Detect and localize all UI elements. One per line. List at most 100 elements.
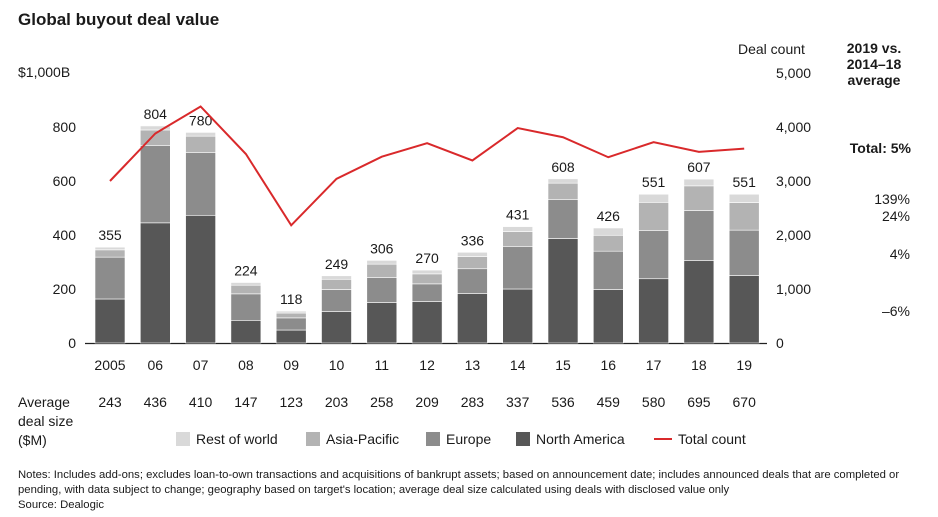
x-tick-label: 11 xyxy=(375,357,390,373)
legend-item-rest-of-world: Rest of world xyxy=(176,431,278,447)
bar-total-label: 431 xyxy=(506,207,530,223)
legend-item-europe: Europe xyxy=(426,431,491,447)
bar-north-america xyxy=(683,260,715,344)
right-axis-label: Deal count xyxy=(738,41,805,57)
bar-europe xyxy=(592,250,624,290)
x-tick-label: 2005 xyxy=(94,357,125,373)
bar-total-label: 804 xyxy=(144,106,168,122)
x-tick-label: 10 xyxy=(329,357,345,373)
bar-total-label: 270 xyxy=(415,250,439,266)
bar-asia-pacific xyxy=(547,182,579,200)
comparison-header-line: 2019 vs. xyxy=(846,40,902,56)
x-tick-label: 19 xyxy=(736,357,752,373)
bar-europe xyxy=(94,256,126,300)
bar-europe xyxy=(321,289,352,312)
bar-rest-of-world xyxy=(411,269,443,275)
x-tick-label: 13 xyxy=(465,357,481,373)
bar-asia-pacific xyxy=(638,202,669,231)
bar-asia-pacific xyxy=(94,249,126,258)
bar-rest-of-world xyxy=(728,193,760,203)
bar-asia-pacific xyxy=(502,231,534,247)
bar-total-label: 224 xyxy=(234,263,258,279)
right-tick-label: 5,000 xyxy=(776,65,811,81)
avg-deal-size-value: 695 xyxy=(687,394,711,410)
avg-label-line: deal size xyxy=(18,413,74,429)
legend-item-total-count: Total count xyxy=(654,431,746,447)
bar-total-label: 355 xyxy=(98,227,122,243)
bar-rest-of-world xyxy=(457,251,488,257)
bar-europe xyxy=(366,277,398,303)
bar-rest-of-world xyxy=(683,178,715,187)
avg-deal-size-value: 459 xyxy=(597,394,621,410)
bar-rest-of-world xyxy=(321,275,352,280)
left-tick-label: 200 xyxy=(53,281,77,297)
bar-asia-pacific xyxy=(411,273,443,285)
legend-line-swatch xyxy=(654,438,672,440)
comparison-europe: 4% xyxy=(889,246,910,262)
comparison-header-line: 2014–18 xyxy=(846,56,902,72)
bar-asia-pacific xyxy=(366,263,398,278)
bar-total-label: 607 xyxy=(687,159,711,175)
avg-deal-size-value: 283 xyxy=(461,394,485,410)
avg-deal-size-value: 209 xyxy=(415,394,439,410)
bar-asia-pacific xyxy=(185,135,216,153)
bar-north-america xyxy=(638,278,669,344)
bar-europe xyxy=(728,229,760,276)
legend-swatch xyxy=(176,432,190,446)
left-tick-label: 600 xyxy=(53,173,77,189)
bar-rest-of-world xyxy=(502,226,534,232)
left-tick-label: 0 xyxy=(68,335,76,351)
right-tick-label: 1,000 xyxy=(776,281,811,297)
bar-rest-of-world xyxy=(592,227,624,236)
bar-europe xyxy=(683,210,715,261)
bar-north-america xyxy=(230,320,262,344)
bar-north-america xyxy=(547,238,579,344)
avg-deal-size-value: 243 xyxy=(98,394,122,410)
bar-total-label: 551 xyxy=(733,174,757,190)
x-tick-label: 18 xyxy=(691,357,707,373)
bar-north-america xyxy=(728,275,760,344)
bar-north-america xyxy=(411,301,443,344)
comparison-rest-of-world: 139% xyxy=(874,191,910,207)
x-tick-label: 17 xyxy=(646,357,662,373)
legend-swatch xyxy=(516,432,530,446)
bar-total-label: 306 xyxy=(370,240,394,256)
comparison-north-america: –6% xyxy=(881,303,910,319)
notes: Notes: Includes add-ons; excludes loan-t… xyxy=(18,468,923,513)
bar-north-america xyxy=(275,329,307,344)
bar-asia-pacific xyxy=(321,278,352,290)
avg-deal-size-value: 337 xyxy=(506,394,530,410)
bar-north-america xyxy=(94,298,126,344)
buyout-chart: 0 200 400 600 800 0 1,000 2,000 3,000 4,000 5,000 3… xyxy=(53,65,812,410)
x-tick-label: 16 xyxy=(601,357,617,373)
bar-europe xyxy=(502,246,534,290)
bar-total-label: 608 xyxy=(551,159,575,175)
legend-label: North America xyxy=(536,431,625,447)
bar-rest-of-world xyxy=(638,193,669,203)
chart-title: Global buyout deal value xyxy=(18,10,220,29)
comparison-total: Total: 5% xyxy=(849,140,911,156)
bar-total-label: 551 xyxy=(642,174,666,190)
avg-deal-size-value: 258 xyxy=(370,394,394,410)
bar-rest-of-world xyxy=(94,246,126,251)
bar-total-label: 780 xyxy=(189,112,213,128)
bar-north-america xyxy=(140,222,171,344)
bar-rest-of-world xyxy=(230,282,262,286)
bar-total-label: 249 xyxy=(325,256,349,272)
avg-deal-size-value: 203 xyxy=(325,394,349,410)
avg-label-line: ($M) xyxy=(18,432,47,448)
legend-item-asia-pacific: Asia-Pacific xyxy=(306,431,399,447)
x-tick-label: 09 xyxy=(283,357,299,373)
bar-europe xyxy=(140,145,171,224)
x-tick-label: 06 xyxy=(148,357,164,373)
left-axis-label: $1,000B xyxy=(18,64,71,80)
left-tick-label: 800 xyxy=(53,119,77,135)
bar-europe xyxy=(457,268,488,294)
legend-swatch xyxy=(306,432,320,446)
avg-deal-size-value: 147 xyxy=(234,394,258,410)
bar-europe xyxy=(638,230,669,280)
bar-rest-of-world xyxy=(185,132,216,137)
legend-label: Total count xyxy=(678,431,746,447)
comparison-header-line: average xyxy=(847,72,901,88)
bar-total-label: 118 xyxy=(280,291,303,307)
